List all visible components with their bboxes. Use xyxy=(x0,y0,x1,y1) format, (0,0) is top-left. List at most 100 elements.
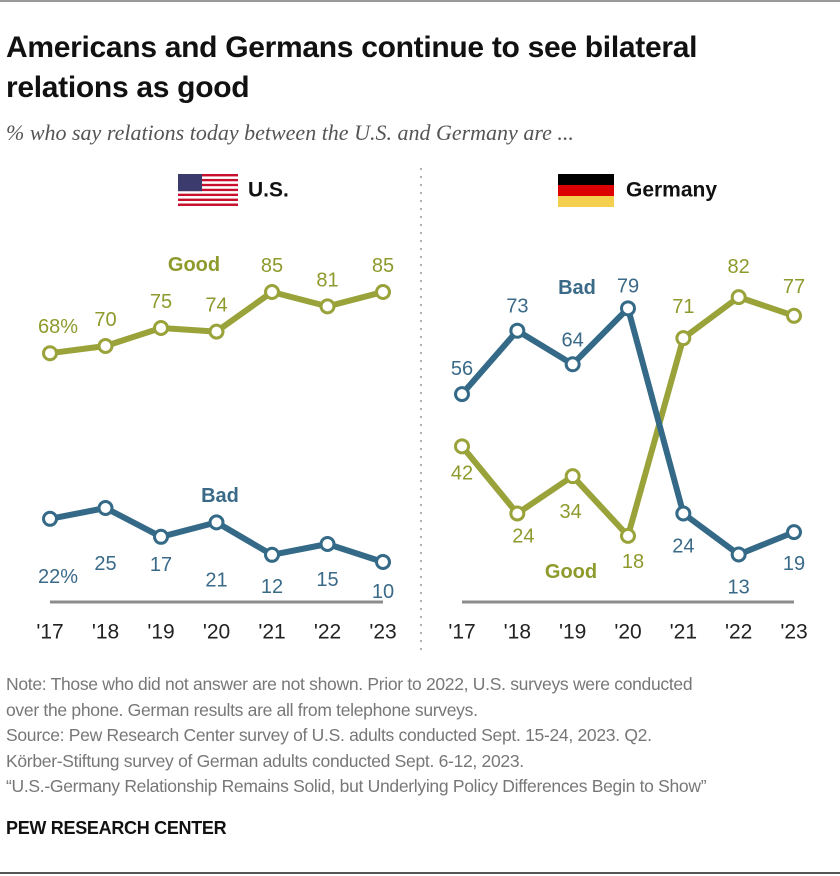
data-label: 85 xyxy=(261,255,283,277)
flag-stripe xyxy=(178,196,238,199)
data-label: 70 xyxy=(94,309,116,331)
data-label: 24 xyxy=(672,535,694,557)
flag-stripe xyxy=(558,185,614,196)
x-tick-label: '21 xyxy=(670,621,697,644)
top-rule xyxy=(0,0,840,2)
panel-title: Germany xyxy=(626,179,717,202)
data-point-good xyxy=(42,345,58,362)
series-label: Good xyxy=(168,254,220,276)
x-tick-label: '22 xyxy=(314,621,341,644)
data-label: 81 xyxy=(316,269,338,291)
panel-title: U.S. xyxy=(248,179,289,202)
flag-stripe xyxy=(178,174,238,177)
data-label: 77 xyxy=(783,276,805,298)
flag-stripe xyxy=(178,176,238,179)
data-point-bad xyxy=(319,536,336,552)
data-label: 13 xyxy=(728,577,750,599)
flag-stripe xyxy=(178,193,238,197)
data-label: 19 xyxy=(783,553,805,575)
data-point-bad xyxy=(786,524,802,541)
x-tick-label: '22 xyxy=(725,621,752,644)
data-label: 82 xyxy=(728,256,750,278)
source-org: PEW RESEARCH CENTER xyxy=(6,818,227,838)
data-point-good xyxy=(675,330,692,347)
data-point-bad xyxy=(620,300,636,317)
data-label: 12 xyxy=(261,576,283,598)
data-point-good xyxy=(208,323,225,340)
bottom-rule xyxy=(0,872,840,874)
x-tick-label: '19 xyxy=(147,621,174,644)
footnotes: Note: Those who did not answer are not s… xyxy=(6,672,707,800)
data-point-good xyxy=(454,438,470,455)
us-flag-icon xyxy=(178,174,238,206)
data-label: 15 xyxy=(316,569,338,591)
data-point-bad xyxy=(564,356,581,373)
series-label: Bad xyxy=(201,485,239,507)
flag-stripe xyxy=(178,188,238,192)
data-label: 79 xyxy=(617,275,639,297)
data-label: 73 xyxy=(506,296,528,318)
data-label: 64 xyxy=(562,329,584,351)
data-label: 75 xyxy=(150,291,172,313)
flag-canton xyxy=(178,174,202,192)
data-point-bad xyxy=(42,510,58,527)
data-point-bad xyxy=(730,546,747,563)
flag-stripe xyxy=(178,183,238,187)
data-point-good xyxy=(509,505,526,522)
data-label: 85 xyxy=(372,255,394,277)
flag-stripe xyxy=(178,186,238,189)
data-point-good xyxy=(264,284,280,300)
germany-flag-icon xyxy=(558,174,614,207)
data-label: 74 xyxy=(205,295,227,317)
x-tick-label: '18 xyxy=(504,621,531,644)
series-label: Bad xyxy=(558,277,596,299)
data-label: 42 xyxy=(451,462,473,484)
data-point-bad xyxy=(264,546,280,563)
data-point-bad xyxy=(153,528,169,545)
note-line: Note: Those who did not answer are not s… xyxy=(6,674,693,694)
chart-title: Americans and Germans continue to see bi… xyxy=(6,31,698,104)
data-point-good xyxy=(319,298,336,315)
source-line: Körber-Stiftung survey of German adults … xyxy=(6,750,524,771)
data-point-bad xyxy=(375,554,391,570)
chart-subtitle: % who say relations today between the U.… xyxy=(6,120,574,145)
data-label: 56 xyxy=(451,358,473,380)
data-label: 25 xyxy=(94,553,116,575)
flag-stripe xyxy=(558,196,614,207)
data-point-bad xyxy=(675,505,692,522)
series-label: Good xyxy=(545,561,597,583)
x-tick-label: '18 xyxy=(92,621,119,644)
data-point-bad xyxy=(454,386,470,403)
data-point-bad xyxy=(509,322,526,339)
x-tick-label: '23 xyxy=(369,621,396,644)
data-label: 22% xyxy=(38,566,78,588)
flag-stripe xyxy=(178,191,238,194)
flag-stripe xyxy=(178,178,238,182)
data-label: 71 xyxy=(672,296,694,318)
data-label: 68% xyxy=(38,316,78,338)
x-tick-label: '23 xyxy=(780,621,807,644)
x-tick-label: '21 xyxy=(258,621,285,644)
source-line: Source: Pew Research Center survey of U.… xyxy=(6,725,652,745)
flag-stripe xyxy=(558,174,614,185)
data-point-good xyxy=(153,320,169,336)
data-point-good xyxy=(620,527,636,544)
x-tick-label: '19 xyxy=(559,621,586,644)
data-point-good xyxy=(97,338,114,354)
data-point-bad xyxy=(97,500,114,516)
data-point-good xyxy=(786,307,802,324)
flag-stripe xyxy=(178,201,238,204)
note-line: over the phone. German results are all f… xyxy=(6,699,478,720)
x-tick-label: '17 xyxy=(36,621,63,644)
data-label: 18 xyxy=(622,551,644,573)
flag-stripe xyxy=(178,181,238,184)
flag-stripe xyxy=(178,198,238,202)
flag-stripe xyxy=(178,203,238,206)
data-label: 10 xyxy=(372,581,394,603)
report-title-line: “U.S.-Germany Relationship Remains Solid… xyxy=(6,776,707,796)
data-label: 24 xyxy=(512,525,534,547)
data-label: 34 xyxy=(560,501,582,523)
x-tick-label: '20 xyxy=(203,621,230,644)
data-label: 21 xyxy=(205,569,227,591)
